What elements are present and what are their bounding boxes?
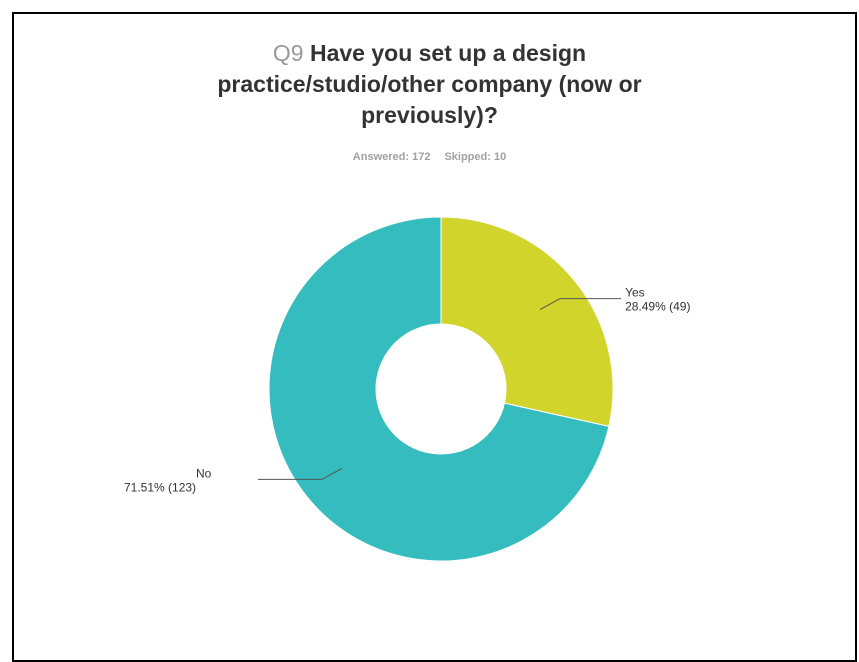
leader-line-no bbox=[257, 467, 343, 480]
chart-title: Q9 Have you set up a design practice/stu… bbox=[0, 38, 859, 131]
label-category-no: No bbox=[196, 466, 212, 480]
leader-line-yes bbox=[539, 298, 622, 311]
question-number: Q9 bbox=[272, 40, 304, 66]
label-value-no: 71.51% (123) bbox=[124, 480, 196, 494]
label-value-yes: 28.49% (49) bbox=[625, 300, 690, 314]
label-category-yes: Yes bbox=[625, 286, 645, 300]
title-line-2: practice/studio/other company (now or bbox=[217, 71, 642, 97]
slice-no bbox=[268, 216, 610, 562]
skipped-count: Skipped: 10 bbox=[444, 151, 507, 163]
title-text-1: Have you set up a design bbox=[309, 40, 587, 66]
answered-count: Answered: 172 bbox=[352, 151, 431, 163]
response-stats: Answered: 172 Skipped: 10 bbox=[0, 151, 859, 163]
title-line-1: Q9 Have you set up a design bbox=[0, 38, 859, 69]
slice-yes bbox=[440, 216, 614, 428]
donut-slices bbox=[268, 216, 614, 562]
title-line-3: previously)? bbox=[361, 102, 498, 128]
